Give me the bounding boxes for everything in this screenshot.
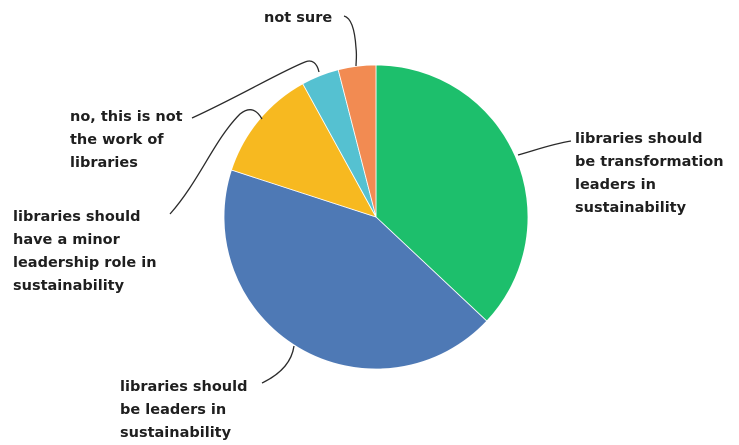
label-line: sustainability — [120, 425, 232, 441]
label-line: sustainability — [13, 278, 125, 294]
label-line: not sure — [264, 10, 332, 26]
label-not-the-work-of-libraries: no, this is not the work of libraries — [70, 109, 183, 171]
label-line: be transformation — [575, 154, 724, 170]
label-transformation-leaders: libraries should be transformation leaders… — [575, 131, 724, 216]
leader-line-transformation-leaders — [517, 140, 572, 156]
label-not-sure: not sure — [264, 10, 332, 26]
label-line: the work of — [70, 132, 164, 148]
label-line: leadership role in — [13, 255, 157, 271]
slice-labels: libraries should be transformation leaders… — [13, 10, 724, 441]
label-line: have a minor — [13, 232, 121, 248]
label-line: libraries should — [13, 209, 140, 225]
label-line: sustainability — [575, 200, 687, 216]
label-line: be leaders in — [120, 402, 226, 418]
label-line: no, this is not — [70, 109, 183, 125]
leader-line-not-sure — [343, 15, 358, 67]
label-leaders: libraries should be leaders in sustainabil… — [120, 379, 247, 441]
label-line: leaders in — [575, 177, 656, 193]
leader-line-not-the-work-of-libraries — [191, 60, 320, 119]
slice-leaders — [223, 169, 488, 370]
leader-line-leaders — [261, 345, 295, 384]
slice-not-sure — [337, 64, 377, 218]
pie-slices — [223, 64, 529, 370]
label-line: libraries — [70, 155, 138, 171]
label-line: libraries should — [120, 379, 247, 395]
label-line: libraries should — [575, 131, 702, 147]
slice-transformation-leaders — [375, 64, 529, 322]
label-minor-leadership-role: libraries should have a minor leadership r… — [13, 209, 157, 294]
leader-lines — [169, 15, 572, 384]
leader-line-minor-leadership-role — [169, 109, 263, 215]
slice-minor-leadership-role — [230, 83, 377, 218]
